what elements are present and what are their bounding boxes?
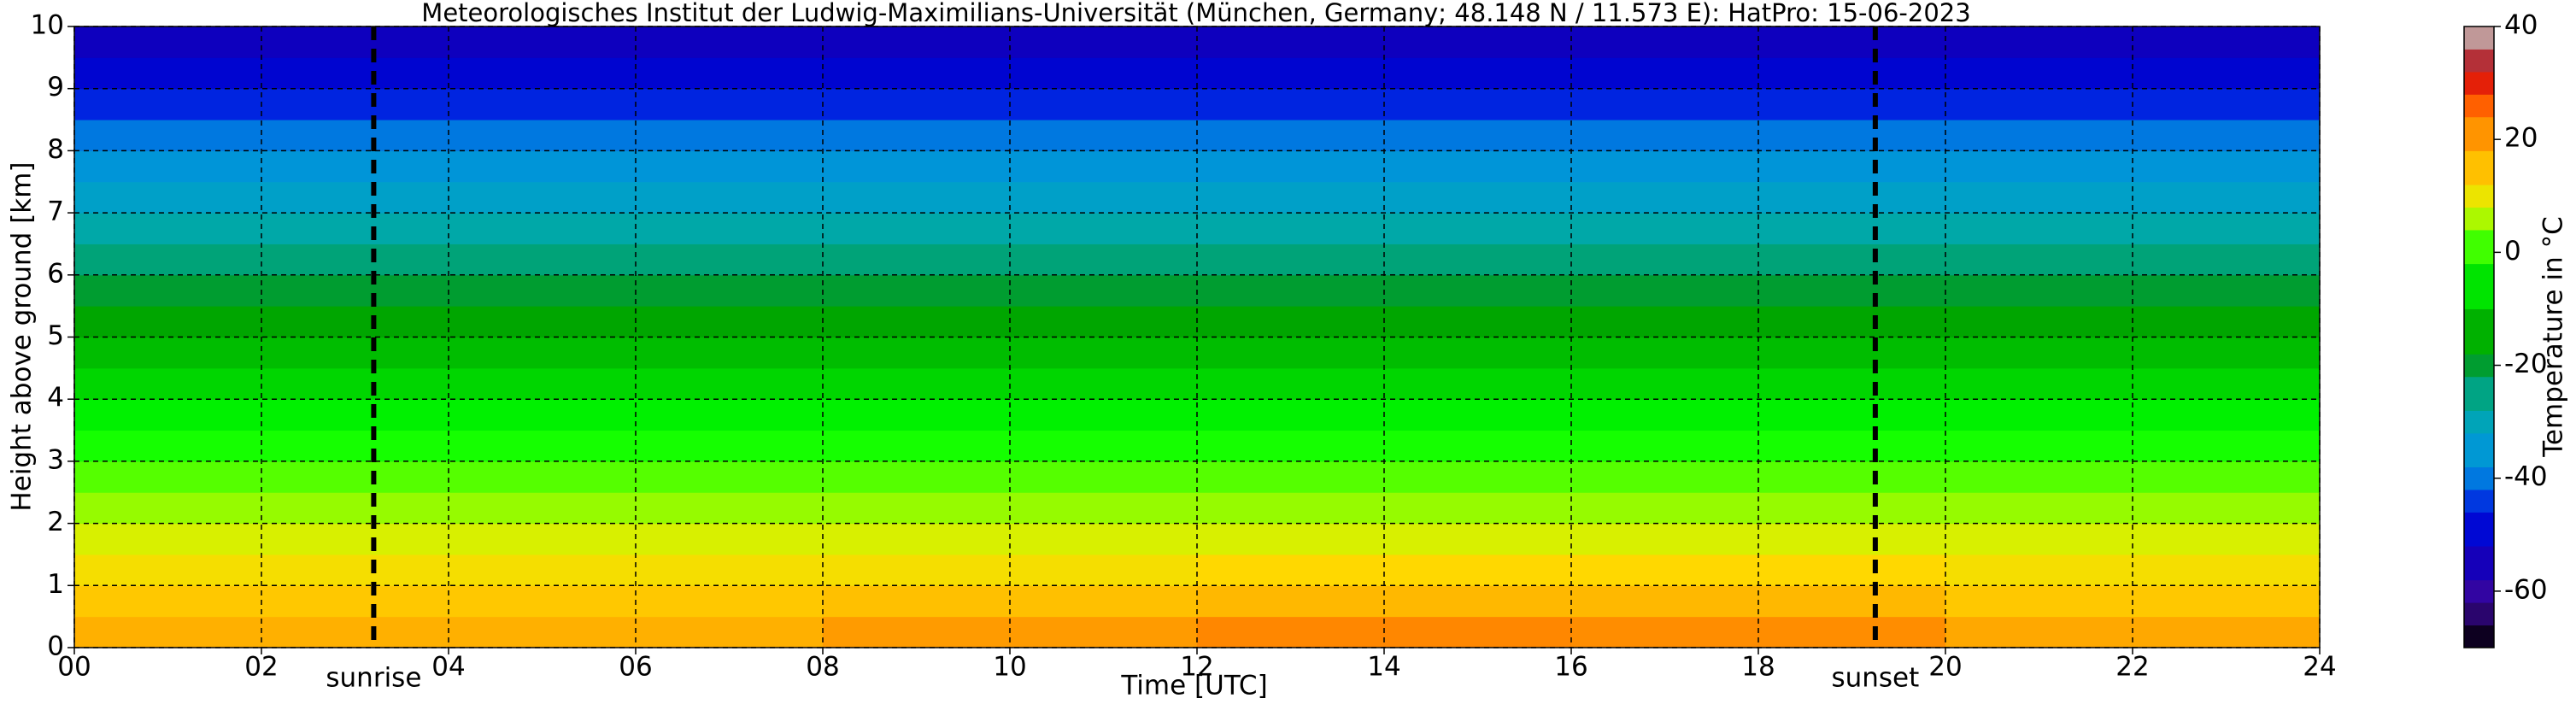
colorbar-segment	[2464, 410, 2494, 434]
colorbar-segment	[2464, 150, 2494, 185]
heatmap-cell	[823, 554, 1198, 586]
x-tick-label: 04	[431, 652, 465, 683]
colorbar-tick-label: -40	[2504, 461, 2548, 492]
colorbar-segment	[2464, 26, 2494, 50]
x-tick-label: 20	[1928, 652, 1962, 683]
y-axis-label: Height above ground [km]	[7, 161, 38, 511]
x-tick-label: 24	[2303, 652, 2336, 683]
x-axis-label: Time [UTC]	[1120, 671, 1267, 701]
heatmap-cell	[1197, 337, 1572, 369]
y-tick-label: 7	[47, 197, 64, 227]
x-tick-label: 10	[993, 652, 1026, 683]
colorbar-label: Temperature in °C	[2538, 216, 2569, 457]
heatmap-cell	[74, 26, 449, 58]
heatmap-cell	[823, 337, 1198, 369]
colorbar-segment	[2464, 308, 2494, 355]
heatmap-cell	[74, 243, 449, 276]
y-tick-label: 0	[47, 631, 64, 662]
heatmap-cell	[1197, 26, 1572, 58]
colorbar-tick-label: 40	[2504, 10, 2538, 41]
annotation-label: sunrise	[326, 663, 421, 694]
x-tick-label: 12	[1180, 652, 1213, 683]
colorbar-tick-label: -20	[2504, 349, 2548, 379]
colorbar-segment	[2464, 354, 2494, 378]
heatmap-cell	[1945, 243, 2321, 276]
colorbar-tick-label: -60	[2504, 574, 2548, 605]
heatmap-cell	[449, 337, 824, 369]
colorbar-segment	[2464, 579, 2494, 603]
heatmap-cell	[823, 26, 1198, 58]
colorbar-segment	[2464, 466, 2494, 490]
colorbar-segment	[2464, 625, 2494, 648]
heatmap-cell	[449, 26, 824, 58]
colorbar-segment	[2464, 71, 2494, 95]
colorbar-segment	[2464, 94, 2494, 118]
heatmap-cell	[1197, 243, 1572, 276]
colorbar-tick-label: 20	[2504, 123, 2538, 154]
y-tick-label: 4	[47, 383, 64, 414]
x-tick-label: 08	[806, 652, 839, 683]
heatmap-cell	[74, 554, 449, 586]
annotation-label: sunset	[1831, 663, 1919, 694]
heatmap-cell	[449, 554, 824, 586]
colorbar-segment	[2464, 263, 2494, 309]
chart-title: Meteorologisches Institut der Ludwig-Max…	[421, 0, 1970, 27]
y-tick-label: 5	[47, 320, 64, 351]
colorbar-tick-label: 0	[2504, 236, 2521, 267]
heatmap-cell	[1571, 243, 1946, 276]
y-tick-label: 1	[47, 569, 64, 600]
y-tick-label: 6	[47, 258, 64, 289]
heatmap-cell	[1197, 554, 1572, 586]
x-tick-label: 16	[1554, 652, 1587, 683]
colorbar-segment	[2464, 376, 2494, 411]
colorbar-segment	[2464, 207, 2494, 231]
heatmap-cell	[1945, 554, 2321, 586]
y-tick-label: 9	[47, 72, 64, 103]
colorbar-segment	[2464, 489, 2494, 513]
colorbar-segment	[2464, 229, 2494, 265]
heatmap-cell	[1571, 26, 1946, 58]
y-tick-label: 10	[31, 10, 64, 41]
colorbar-segment	[2464, 546, 2494, 581]
heatmap-cell	[74, 337, 449, 369]
x-tick-label: 00	[57, 652, 91, 683]
x-tick-label: 06	[619, 652, 652, 683]
y-tick-label: 8	[47, 134, 64, 165]
colorbar-segment	[2464, 185, 2494, 208]
colorbar-frame	[2463, 26, 2495, 648]
heatmap-cell	[1945, 26, 2321, 58]
x-tick-label: 14	[1367, 652, 1400, 683]
y-tick-label: 3	[47, 444, 64, 475]
y-tick-label: 2	[47, 507, 64, 537]
x-tick-label: 18	[1741, 652, 1775, 683]
heatmap-cell	[449, 243, 824, 276]
heatmap-cell	[823, 243, 1198, 276]
heatmap-cell	[1945, 337, 2321, 369]
heatmap-cell	[1571, 554, 1946, 586]
colorbar-segment	[2464, 512, 2494, 547]
heatmap-cell	[1571, 337, 1946, 369]
colorbar-segment	[2464, 49, 2494, 73]
colorbar-segment	[2464, 602, 2494, 626]
colorbar-segment	[2464, 432, 2494, 468]
colorbar-segment	[2464, 116, 2494, 151]
x-tick-label: 22	[2115, 652, 2149, 683]
x-tick-label: 02	[244, 652, 278, 683]
